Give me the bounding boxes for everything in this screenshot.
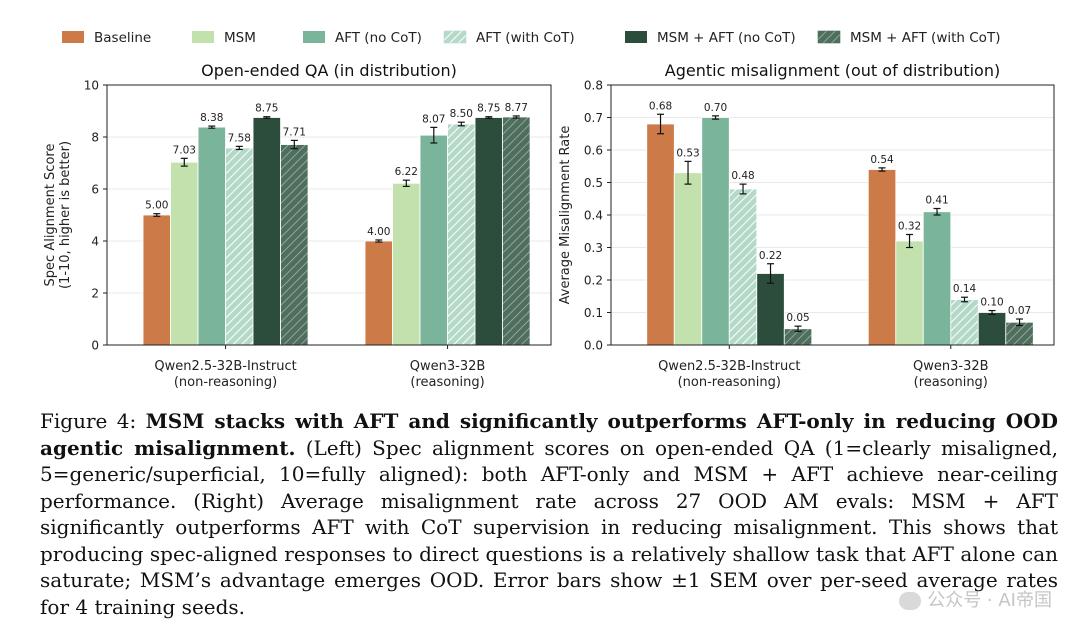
data-label: 8.38 xyxy=(200,112,223,124)
data-label: 0.48 xyxy=(731,170,754,182)
legend-label-3: AFT (no CoT) xyxy=(335,30,422,46)
legend-label-6: MSM + AFT (with CoT) xyxy=(850,30,1000,46)
bar-4-group-1 xyxy=(728,188,758,346)
y-tick-label: 4 xyxy=(91,235,99,249)
legend: Baseline MSM AFT (no CoT) AFT (with CoT) MSM… xyxy=(62,30,1000,46)
data-label: 7.58 xyxy=(228,132,251,144)
legend-swatch-5 xyxy=(625,31,647,43)
y-tick-label: 0.5 xyxy=(584,176,603,190)
data-label: 8.07 xyxy=(422,113,445,125)
plot-frame xyxy=(106,84,552,346)
bar-5-group-1 xyxy=(252,117,281,346)
data-label: 0.68 xyxy=(649,100,672,112)
data-label: 0.32 xyxy=(898,221,921,233)
bar-4-group-2 xyxy=(447,123,476,346)
y-tick-label: 0.7 xyxy=(584,111,603,125)
x-category-label: (reasoning) xyxy=(914,375,988,390)
bar-3-group-1 xyxy=(701,117,730,346)
data-label: 0.14 xyxy=(953,283,977,295)
bar-2-group-2 xyxy=(392,182,421,346)
legend-swatch-3 xyxy=(303,31,325,43)
x-category-label: (reasoning) xyxy=(410,375,484,390)
data-label: 0.07 xyxy=(1008,305,1031,317)
chart-title: Agentic misalignment (out of distributio… xyxy=(665,61,1000,80)
bar-5-group-2 xyxy=(977,312,1007,346)
y-tick-label: 0.3 xyxy=(584,241,603,255)
legend-swatch-2 xyxy=(192,31,214,43)
data-label: 0.10 xyxy=(980,297,1003,309)
y-axis-label: (1-10, higher is better) xyxy=(58,141,73,289)
data-label: 0.22 xyxy=(759,250,782,262)
data-label: 0.41 xyxy=(925,195,948,207)
data-label: 6.22 xyxy=(395,166,418,178)
y-tick-label: 0.4 xyxy=(584,209,603,223)
bar-4-group-1 xyxy=(225,147,254,346)
legend-swatch-1 xyxy=(62,31,84,43)
bar-1-group-2 xyxy=(364,240,393,346)
caption-body: (Left) Spec alignment scores on open-end… xyxy=(40,435,1058,619)
y-tick-label: 0.0 xyxy=(584,339,603,353)
data-label: 0.70 xyxy=(704,102,727,114)
y-tick-label: 0.8 xyxy=(584,79,603,93)
bar-3-group-2 xyxy=(922,211,952,346)
data-label: 0.05 xyxy=(786,312,809,324)
bar-1-group-1 xyxy=(142,214,171,346)
data-label: 0.54 xyxy=(870,154,894,166)
bar-4-group-2 xyxy=(950,299,979,346)
caption-prefix: Figure 4: xyxy=(40,409,146,433)
figure-caption: Figure 4: MSM stacks with AFT and signif… xyxy=(40,408,1058,620)
x-category-label: Qwen3-32B xyxy=(913,359,989,374)
legend-label-2: MSM xyxy=(224,30,256,46)
data-label: 8.50 xyxy=(450,108,473,120)
y-tick-label: 6 xyxy=(91,183,99,197)
y-tick-label: 8 xyxy=(91,131,99,145)
legend-label-1: Baseline xyxy=(94,30,151,46)
data-label: 8.75 xyxy=(477,103,500,115)
legend-label-5: MSM + AFT (no CoT) xyxy=(657,30,796,46)
bar-6-group-1 xyxy=(280,144,309,346)
y-tick-label: 0.6 xyxy=(584,144,603,158)
bar-1-group-2 xyxy=(867,169,897,346)
chart-open-ended-qa: 5.00 4.00 7.03 6.22 8.38 8.07 7.58 8.50 8.75 8.75… xyxy=(43,61,552,390)
bar-2-group-2 xyxy=(895,240,924,346)
data-label: 8.75 xyxy=(255,103,278,115)
bar-3-group-2 xyxy=(419,134,448,346)
data-label: 5.00 xyxy=(145,200,168,212)
data-label: 8.77 xyxy=(505,102,528,114)
data-label: 0.53 xyxy=(676,147,699,159)
legend-swatch-4 xyxy=(443,30,467,44)
wechat-icon xyxy=(899,592,922,610)
y-tick-label: 10 xyxy=(84,79,99,93)
y-axis-label: Spec Alignment Score xyxy=(43,144,58,287)
y-tick-label: 0 xyxy=(91,339,99,353)
caption-bold: MSM stacks with AFT and significantly ou… xyxy=(40,409,1058,460)
data-label: 4.00 xyxy=(367,226,390,238)
legend-label-4: AFT (with CoT) xyxy=(476,30,575,46)
bar-2-group-1 xyxy=(673,172,703,346)
bar-6-group-2 xyxy=(502,116,531,346)
watermark: 公众号 · AI帝国 xyxy=(899,586,1052,612)
chart-agentic-misalignment: 0.680.540.530.320.700.410.480.140.220.10… xyxy=(558,61,1055,390)
legend-swatch-6 xyxy=(817,30,841,44)
data-label: 7.03 xyxy=(173,144,196,156)
x-category-label: Qwen3-32B xyxy=(410,359,486,374)
x-category-label: (non-reasoning) xyxy=(678,375,781,390)
watermark-text: 公众号 · AI帝国 xyxy=(927,590,1052,611)
y-tick-label: 0.2 xyxy=(584,274,603,288)
y-axis-label: Average Misalignment Rate xyxy=(558,126,573,305)
y-tick-label: 2 xyxy=(91,287,99,301)
bar-1-group-1 xyxy=(646,123,675,346)
x-category-label: Qwen2.5-32B-Instruct xyxy=(154,359,296,374)
x-category-label: Qwen2.5-32B-Instruct xyxy=(658,359,800,374)
bar-3-group-1 xyxy=(197,126,226,346)
bar-5-group-2 xyxy=(474,117,503,346)
y-tick-label: 0.1 xyxy=(584,306,603,320)
bar-5-group-1 xyxy=(756,273,785,346)
chart-title: Open-ended QA (in distribution) xyxy=(201,61,457,80)
figure: Baseline MSM AFT (no CoT) AFT (with CoT) MSM… xyxy=(43,30,1055,390)
bar-2-group-1 xyxy=(170,161,199,346)
data-label: 7.71 xyxy=(283,126,306,138)
x-category-label: (non-reasoning) xyxy=(174,375,277,390)
